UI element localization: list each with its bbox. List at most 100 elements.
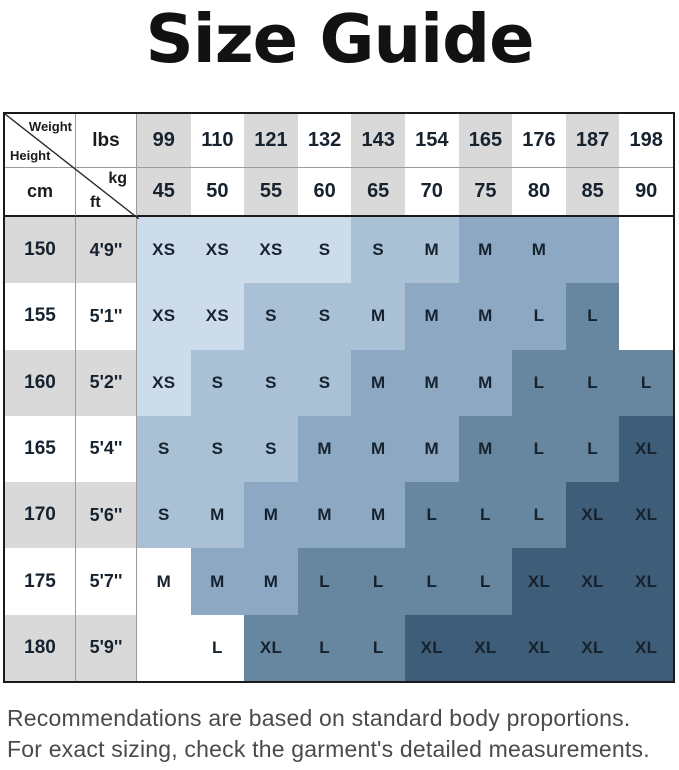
weight-kg-cell: 90 — [619, 168, 673, 217]
size-cell: S — [297, 217, 352, 284]
size-cell: M — [297, 415, 352, 483]
height-cm-cell: 170 — [5, 482, 76, 549]
height-cm-cell: 175 — [5, 548, 76, 615]
size-cell: S — [297, 349, 352, 416]
size-cell: M — [404, 349, 459, 416]
size-cell: M — [404, 217, 459, 284]
height-cm-cell: 150 — [5, 217, 76, 284]
ft-unit-label: ft — [90, 194, 101, 211]
size-cell: S — [351, 217, 405, 284]
corner-header-cell: Weight Height — [5, 114, 76, 168]
size-table: Weight Height lbs cm kg ft 99 110 121 132 14… — [3, 112, 675, 683]
size-cell: M — [244, 548, 298, 615]
weight-kg-cell: 60 — [297, 168, 352, 217]
size-cell: XS — [137, 349, 191, 416]
size-cell: L — [512, 283, 566, 350]
size-cell: XS — [190, 283, 245, 350]
weight-lbs-cell: 143 — [351, 114, 405, 168]
size-cell: XL — [512, 614, 566, 681]
size-cell: L — [297, 548, 352, 615]
height-ft-cell: 5'6'' — [76, 482, 137, 549]
size-cell: L — [458, 548, 513, 615]
size-cell: M — [404, 283, 459, 350]
weight-kg-cell: 55 — [244, 168, 298, 217]
weight-lbs-cell: 99 — [137, 114, 191, 168]
lbs-unit-label: lbs — [76, 114, 137, 168]
weight-kg-cell: 75 — [458, 168, 513, 217]
weight-lbs-cell: 187 — [565, 114, 620, 168]
size-cell: S — [190, 349, 245, 416]
size-cell: M — [458, 217, 513, 284]
size-cell: L — [512, 349, 566, 416]
height-cm-cell: 180 — [5, 614, 76, 681]
size-cell: M — [351, 283, 405, 350]
size-cell: XL — [619, 614, 673, 681]
size-cell — [137, 614, 191, 681]
size-cell: XS — [137, 217, 191, 284]
size-cell — [619, 283, 673, 350]
height-ft-cell: 5'4'' — [76, 415, 137, 483]
size-cell: XL — [619, 548, 673, 615]
size-cell: M — [297, 482, 352, 549]
size-cell: L — [512, 482, 566, 549]
size-cell: XS — [244, 217, 298, 284]
height-ft-cell: 5'7'' — [76, 548, 137, 615]
size-cell: M — [190, 548, 245, 615]
size-cell: M — [512, 217, 566, 284]
size-cell: XL — [565, 482, 620, 549]
weight-lbs-cell: 198 — [619, 114, 673, 168]
size-cell — [565, 217, 620, 284]
size-cell: M — [404, 415, 459, 483]
size-cell: M — [458, 349, 513, 416]
kg-ft-unit-cell: kg ft — [76, 168, 137, 217]
size-cell: S — [190, 415, 245, 483]
size-cell: S — [137, 482, 191, 549]
footer-line-1: Recommendations are based on standard bo… — [7, 705, 631, 731]
size-cell: L — [619, 349, 673, 416]
size-grid: Weight Height lbs cm kg ft 99 110 121 132 14… — [5, 114, 673, 681]
size-cell: L — [351, 614, 405, 681]
weight-kg-cell: 65 — [351, 168, 405, 217]
height-cm-cell: 165 — [5, 415, 76, 483]
size-cell — [619, 217, 673, 284]
size-cell: M — [351, 349, 405, 416]
size-cell: L — [565, 349, 620, 416]
weight-lbs-cell: 132 — [297, 114, 352, 168]
kg-unit-label: kg — [108, 170, 127, 187]
weight-lbs-cell: 165 — [458, 114, 513, 168]
size-cell: XL — [512, 548, 566, 615]
size-cell: XL — [619, 415, 673, 483]
size-cell: L — [565, 283, 620, 350]
size-cell: XS — [190, 217, 245, 284]
size-cell: L — [190, 614, 245, 681]
weight-kg-cell: 45 — [137, 168, 191, 217]
weight-axis-label: Weight — [28, 119, 72, 134]
size-cell: XL — [458, 614, 513, 681]
weight-kg-cell: 70 — [404, 168, 459, 217]
weight-kg-cell: 50 — [190, 168, 245, 217]
size-cell: L — [458, 482, 513, 549]
size-cell: S — [244, 415, 298, 483]
size-cell: XL — [565, 548, 620, 615]
size-cell: XL — [619, 482, 673, 549]
size-cell: L — [565, 415, 620, 483]
size-cell: M — [244, 482, 298, 549]
size-cell: L — [351, 548, 405, 615]
page-title: Size Guide — [145, 0, 534, 78]
height-ft-cell: 4'9'' — [76, 217, 137, 284]
size-cell: L — [404, 482, 459, 549]
weight-lbs-cell: 176 — [512, 114, 566, 168]
size-cell: M — [137, 548, 191, 615]
weight-kg-cell: 80 — [512, 168, 566, 217]
weight-kg-cell: 85 — [565, 168, 620, 217]
size-cell: M — [458, 415, 513, 483]
size-cell: L — [404, 548, 459, 615]
size-cell: M — [351, 482, 405, 549]
size-cell: M — [351, 415, 405, 483]
size-cell: M — [190, 482, 245, 549]
size-cell: XL — [244, 614, 298, 681]
height-axis-label: Height — [10, 148, 51, 163]
size-cell: XL — [404, 614, 459, 681]
height-ft-cell: 5'2'' — [76, 349, 137, 416]
